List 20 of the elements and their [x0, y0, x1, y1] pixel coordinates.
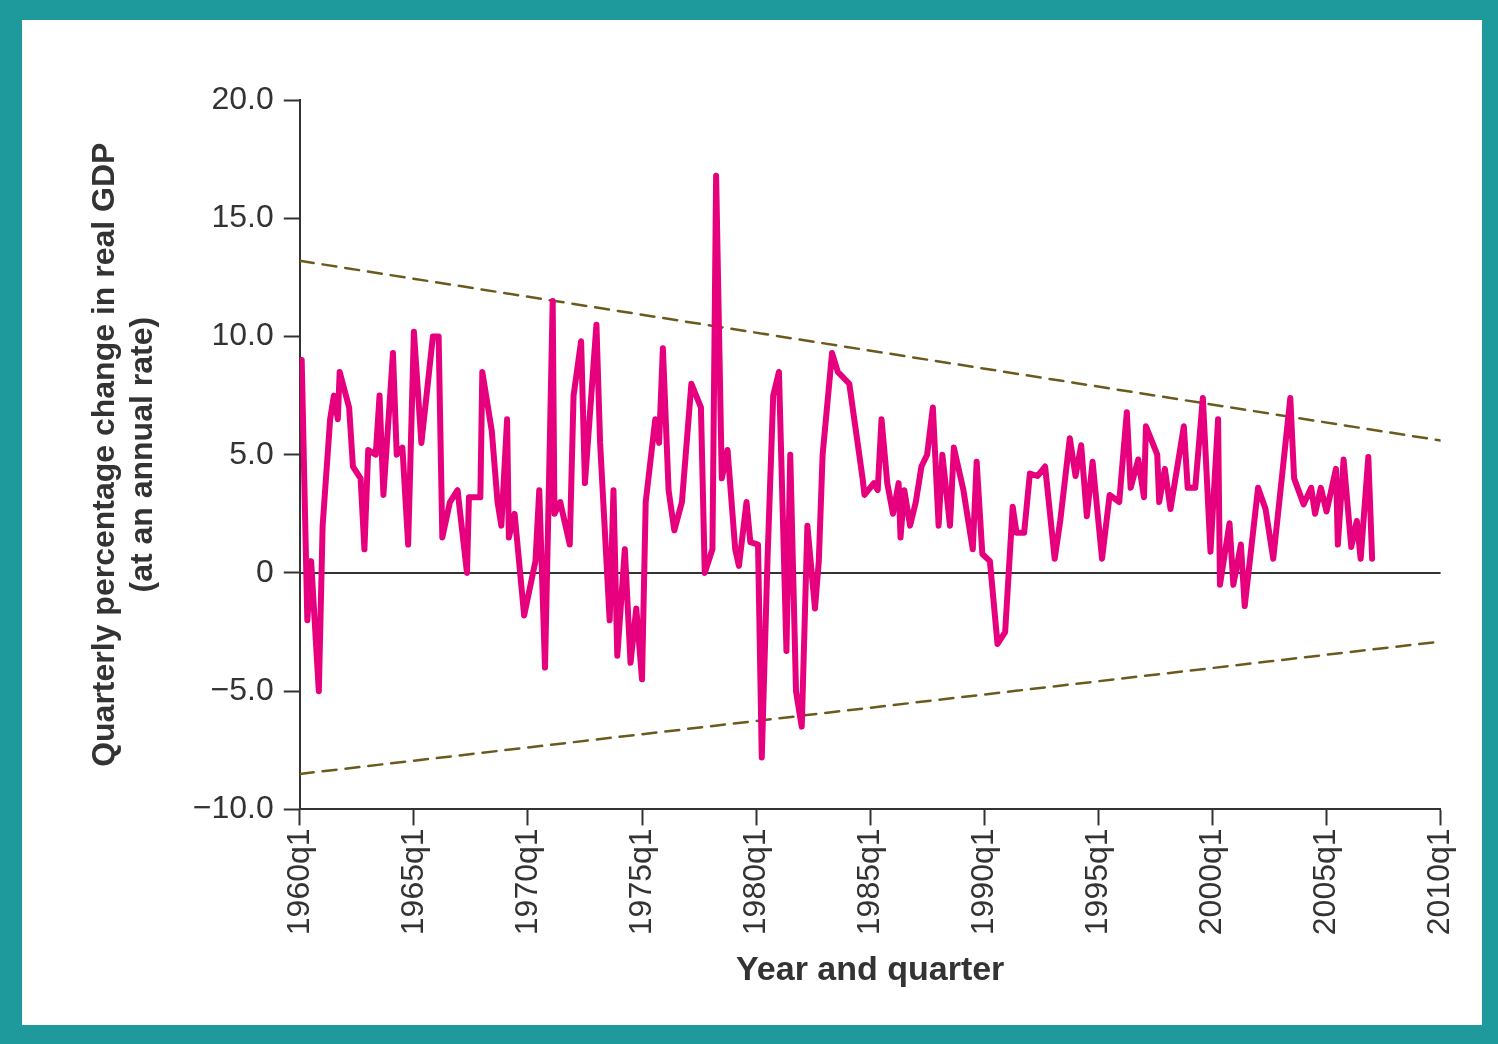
x-tick-label: 1960q1: [279, 828, 316, 936]
x-axis-title: Year and quarter: [736, 948, 1005, 987]
y-axis-title: Quarterly percentage change in real GDP (at an annual rate): [85, 142, 160, 767]
x-tick-label: 1970q1: [507, 828, 544, 936]
y-tick-label: −5.0: [210, 671, 274, 708]
x-tick-label: 1965q1: [393, 828, 430, 936]
y-tick-label: 0: [255, 552, 274, 589]
x-tick-label: 1990q1: [964, 828, 1001, 936]
x-tick-label: 2005q1: [1306, 828, 1343, 936]
x-tick-label: 1985q1: [850, 828, 887, 936]
y-tick-label: 15.0: [211, 198, 274, 235]
x-tick-label: 1975q1: [621, 828, 658, 936]
y-tick-label: 10.0: [211, 316, 274, 353]
x-tick-label: 2010q1: [1420, 828, 1457, 936]
x-tick-label: 1995q1: [1078, 828, 1115, 936]
y-tick-label: 20.0: [211, 79, 274, 116]
y-tick-label: −10.0: [192, 789, 274, 826]
x-tick-label: 2000q1: [1192, 828, 1229, 936]
y-tick-label: 5.0: [229, 434, 274, 471]
x-tick-label: 1980q1: [735, 828, 772, 936]
